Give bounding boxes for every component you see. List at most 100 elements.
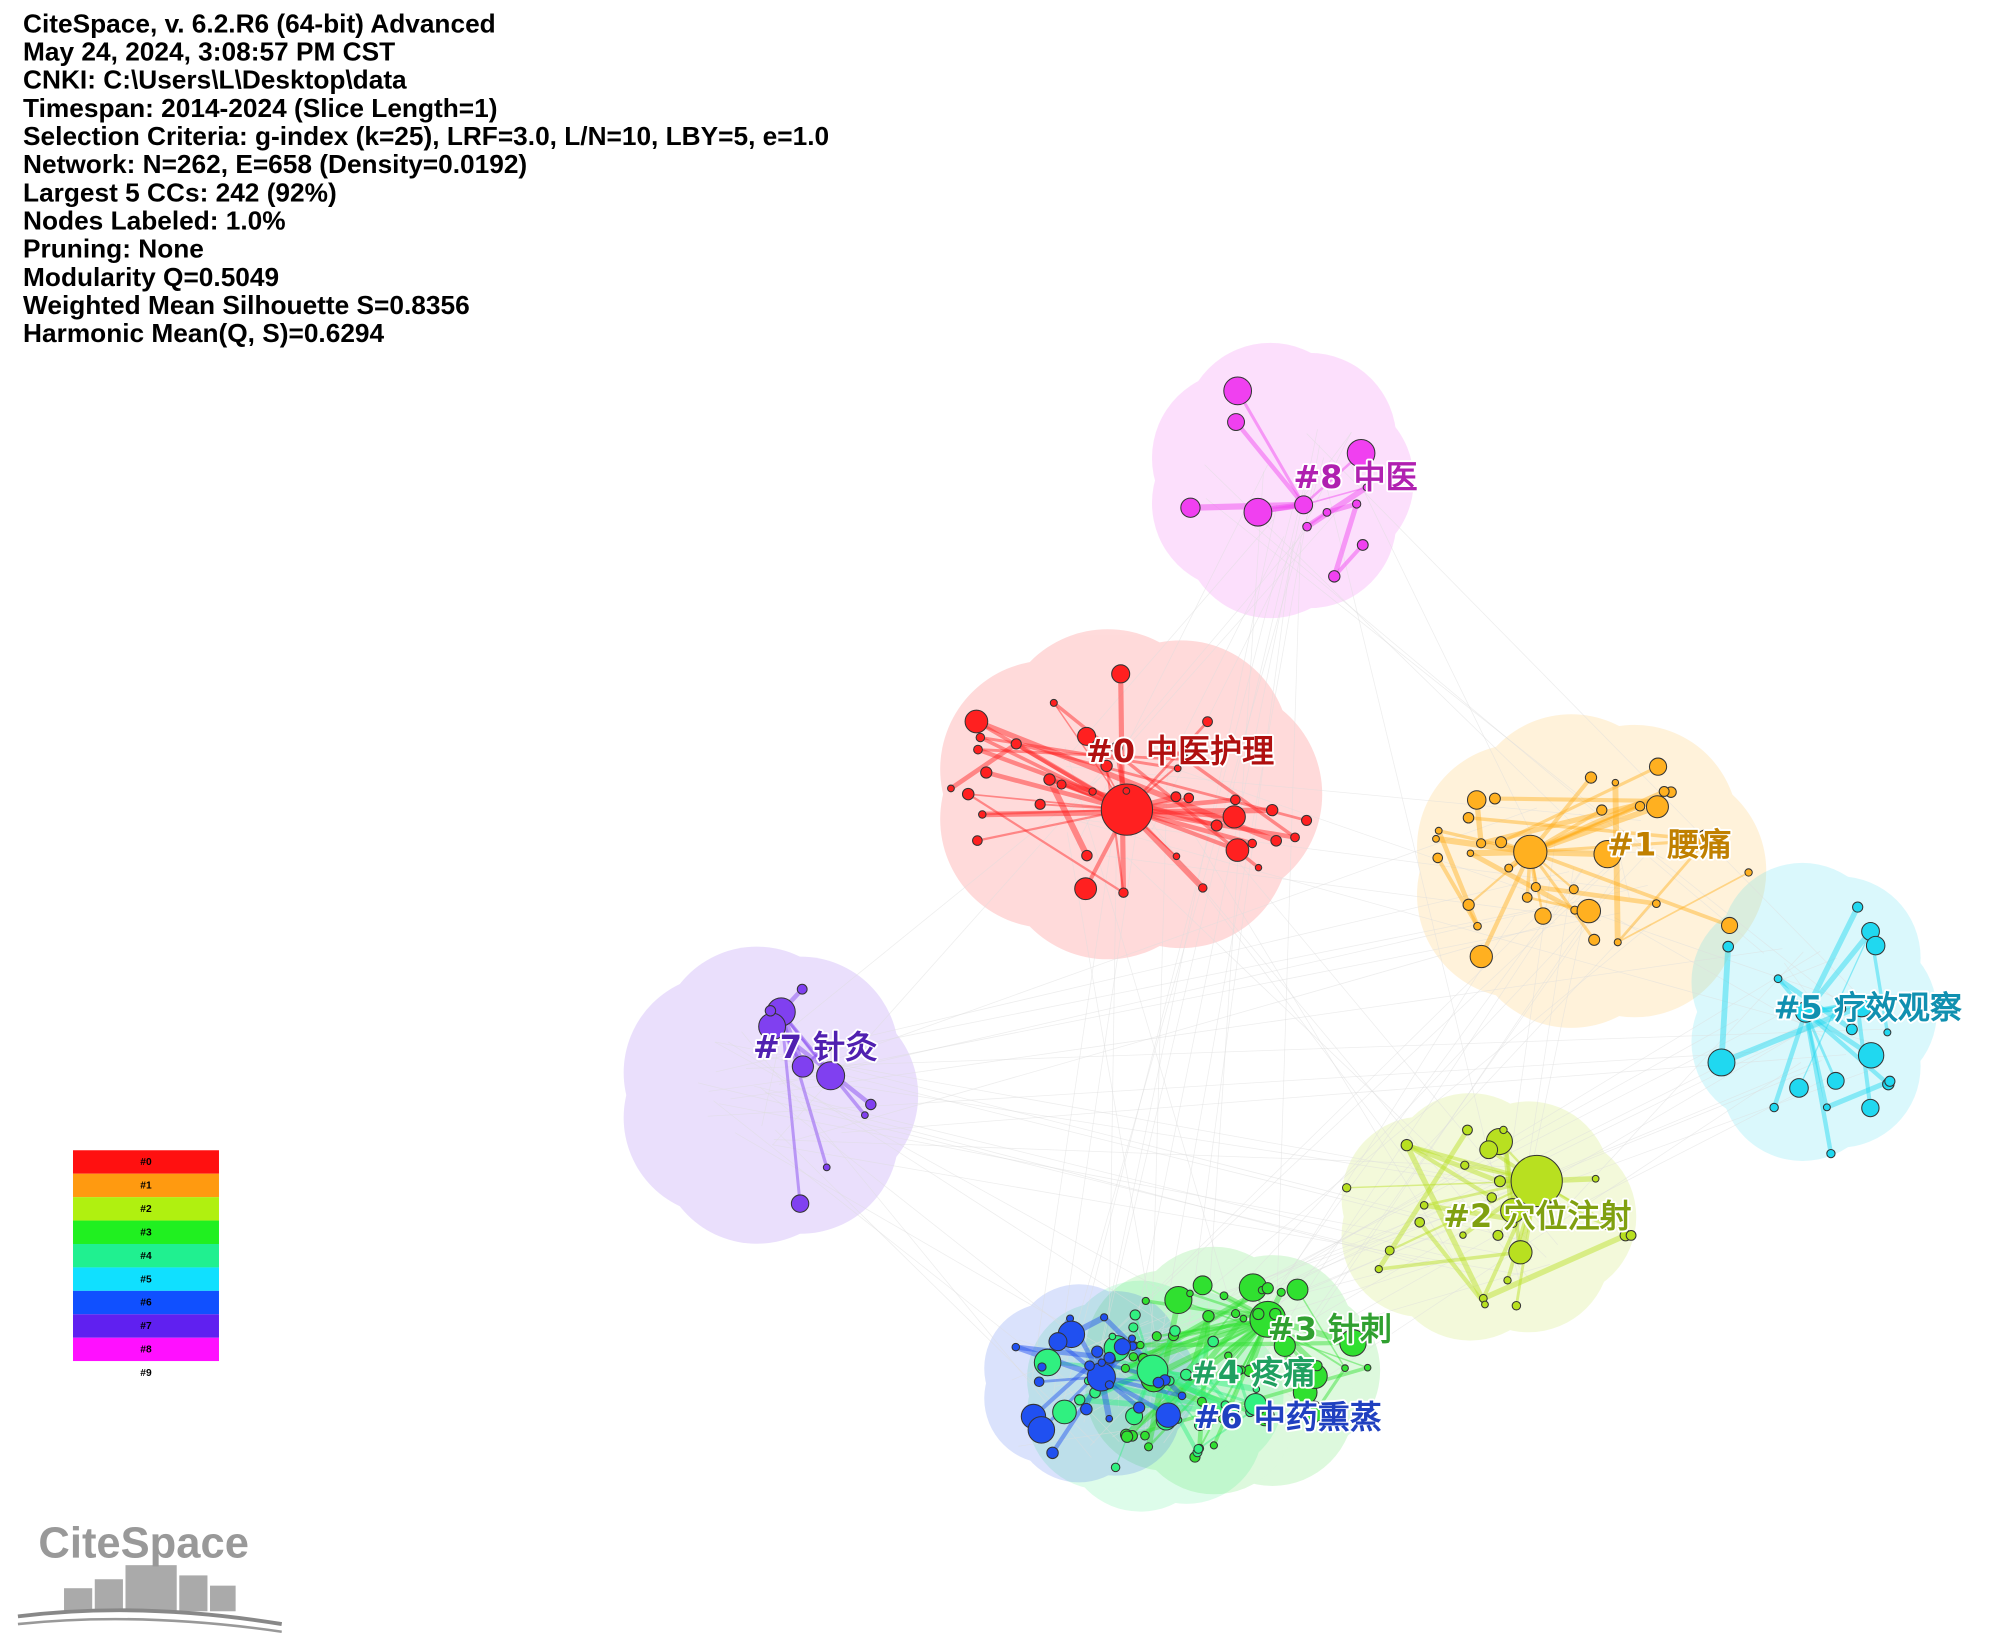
node [1128,1322,1139,1333]
node [1155,1402,1181,1428]
link [1529,805,1641,853]
inter-link [761,1036,782,1127]
inter-link [1031,776,1122,1383]
node [1220,1400,1230,1410]
inter-link [1275,915,1595,1369]
node [1080,1402,1093,1416]
inter-link [730,948,1783,1100]
area-part [702,1037,899,1234]
node [1010,738,1022,750]
node [980,766,993,779]
node [973,744,983,755]
node [1434,826,1443,835]
area-part [1222,352,1397,528]
node [1469,944,1493,969]
node [1495,836,1508,849]
legend-swatch [72,1361,219,1385]
node [1311,1360,1323,1372]
node [1111,664,1131,684]
legend-label: #1 [140,1181,152,1192]
link [1535,884,1657,906]
node [1625,1229,1637,1241]
link [1194,1318,1269,1458]
inter-link [1063,519,1274,762]
node [1363,1363,1372,1372]
node [1230,1407,1240,1417]
node [1198,883,1208,893]
legend-swatch [72,1337,219,1362]
node [1048,1332,1068,1352]
node [1769,1102,1779,1113]
node [1209,1441,1218,1450]
inter-link [1058,496,1297,1420]
node [1011,1342,1021,1352]
link [1187,1315,1212,1378]
area-part [1691,900,1855,1064]
link [1482,1232,1627,1301]
node [1462,898,1475,911]
inter-link [1100,1003,1803,1364]
node [1826,1071,1845,1090]
node [1052,1399,1077,1425]
node [1193,1363,1203,1373]
inter-link [802,1077,1511,1189]
node [961,787,975,801]
link [1616,839,1708,944]
link [968,793,1127,811]
node [1252,1307,1265,1321]
node [1374,1264,1383,1274]
inter-link [1148,768,1168,1448]
inter-link [1053,784,1144,1394]
node [1254,863,1263,872]
node [1166,743,1177,755]
node [1110,741,1123,754]
link [1494,796,1654,803]
node [947,784,955,793]
link [977,747,1094,794]
node [1384,1245,1395,1256]
inter-link [764,1092,1430,1267]
inter-link [1201,471,1264,1404]
link [1803,1011,1829,1108]
node [1097,1358,1106,1367]
inter-link [1191,830,1464,1277]
node [1202,716,1213,728]
link [1804,1011,1838,1082]
node [1177,1391,1187,1401]
node [1707,1048,1736,1077]
node [1476,838,1487,849]
node [1328,570,1341,583]
link [1803,905,1861,1014]
node [1645,795,1669,819]
node [1230,1309,1241,1319]
node [1503,1276,1512,1285]
node [1511,1300,1522,1311]
node [1033,1376,1045,1388]
link [1776,976,1854,1032]
node [1510,1154,1563,1208]
node [1826,1148,1836,1159]
link [1150,1317,1269,1379]
node [1861,1098,1880,1118]
area-part [1691,960,1855,1124]
node [1192,1275,1213,1296]
node [1301,814,1313,826]
inter-link [754,1085,1445,1257]
inter-link [1263,914,1516,1315]
inter-link [1128,429,1318,1360]
info-line: Selection Criteria: g-index (k=25), LRF=… [23,121,829,151]
link [1151,1367,1257,1393]
link [1140,1318,1268,1347]
node [1227,413,1245,431]
area-part [1757,984,1921,1148]
node [1084,1360,1095,1371]
inter-link [793,922,1555,1141]
node [1207,1335,1219,1348]
node [1113,1338,1131,1356]
area-part [1222,433,1397,609]
node [1884,1075,1896,1087]
node [1658,785,1670,797]
link [1170,747,1297,839]
inter-link [715,1041,810,1061]
node [1103,1351,1116,1364]
